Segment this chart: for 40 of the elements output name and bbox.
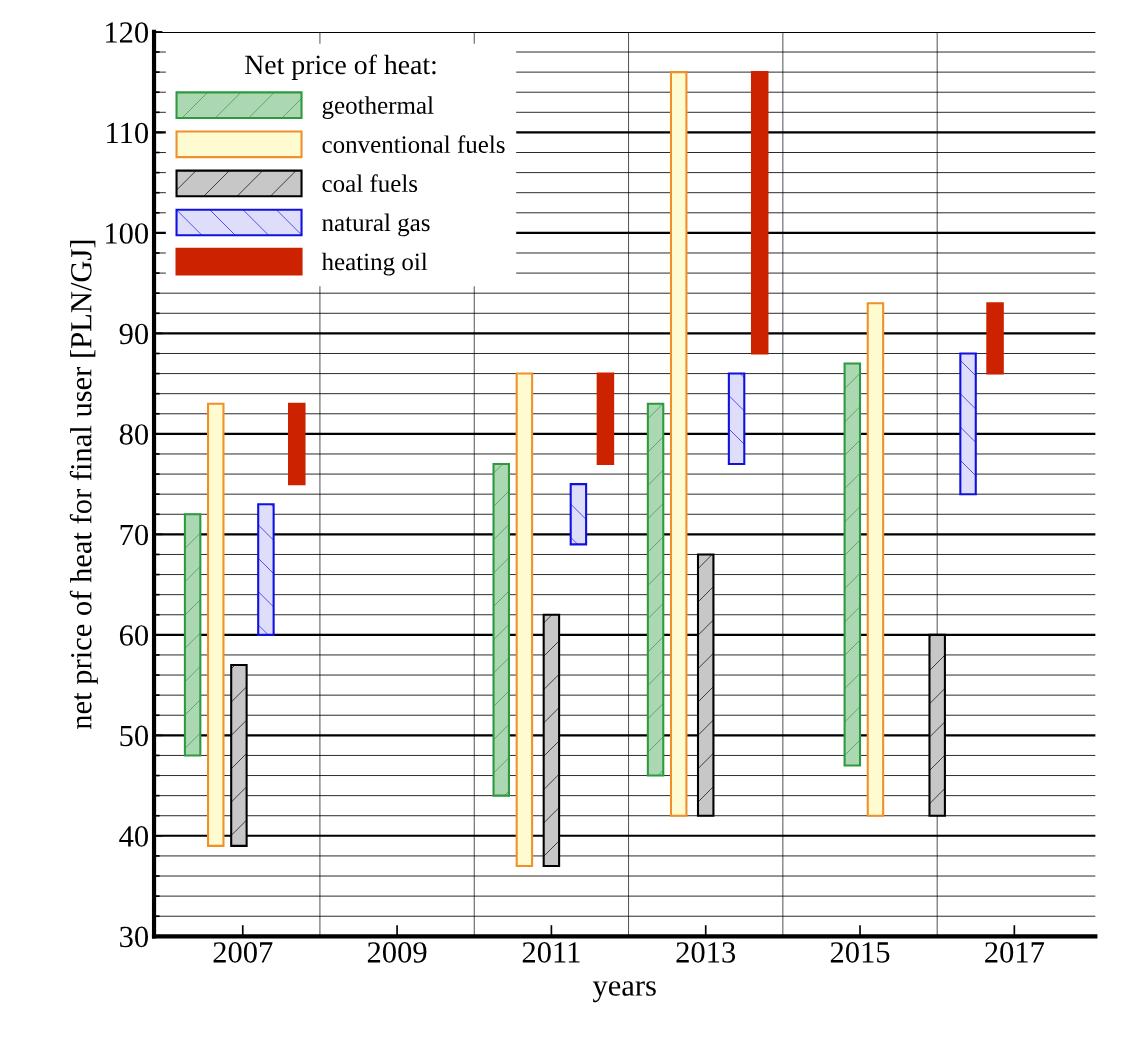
y-tick-label: 60 xyxy=(119,625,149,646)
x-tick-label: 2015 xyxy=(830,942,890,963)
bar xyxy=(843,362,862,767)
y-tick-label: 80 xyxy=(119,424,149,445)
y-tick-label: 110 xyxy=(107,122,149,144)
legend-label: natural gas xyxy=(322,213,430,237)
bar xyxy=(257,503,275,636)
y-tick-label: 90 xyxy=(119,323,149,345)
y-tick-label: 70 xyxy=(120,524,149,546)
bar xyxy=(750,71,769,355)
x-tick-label: 2017 xyxy=(985,942,1045,963)
legend-label: conventional fuels xyxy=(322,135,505,154)
bar xyxy=(727,372,746,466)
x-tick-label: 2013 xyxy=(676,942,736,963)
y-tick-label: 120 xyxy=(106,22,149,43)
bar xyxy=(183,513,202,757)
bar xyxy=(669,71,688,817)
bar xyxy=(492,462,510,797)
y-tick-label: 30 xyxy=(120,926,149,948)
bar xyxy=(646,402,665,777)
y-axis-title: net price of heat for final user [PLN/GJ] xyxy=(69,240,98,730)
legend-label: heating oil xyxy=(321,252,428,276)
y-tick-label: 100 xyxy=(106,223,149,244)
x-tick-label: 2009 xyxy=(367,942,427,963)
bar xyxy=(207,402,225,847)
bar xyxy=(569,483,588,546)
bar xyxy=(515,372,534,868)
legend-title: Net price of heat: xyxy=(245,54,436,80)
y-tick-label: 50 xyxy=(120,725,149,747)
legend-label: coal fuels xyxy=(322,174,418,193)
bar xyxy=(959,352,977,496)
x-axis-title: years xyxy=(592,981,656,1003)
y-tick-label: 40 xyxy=(119,826,149,847)
bar xyxy=(288,402,306,486)
bar xyxy=(986,302,1004,375)
bar xyxy=(596,372,615,466)
legend-label: geothermal xyxy=(322,96,434,120)
x-tick-label: 2007 xyxy=(213,942,273,963)
x-tick-label: 2011 xyxy=(522,942,580,963)
bar xyxy=(866,302,885,817)
